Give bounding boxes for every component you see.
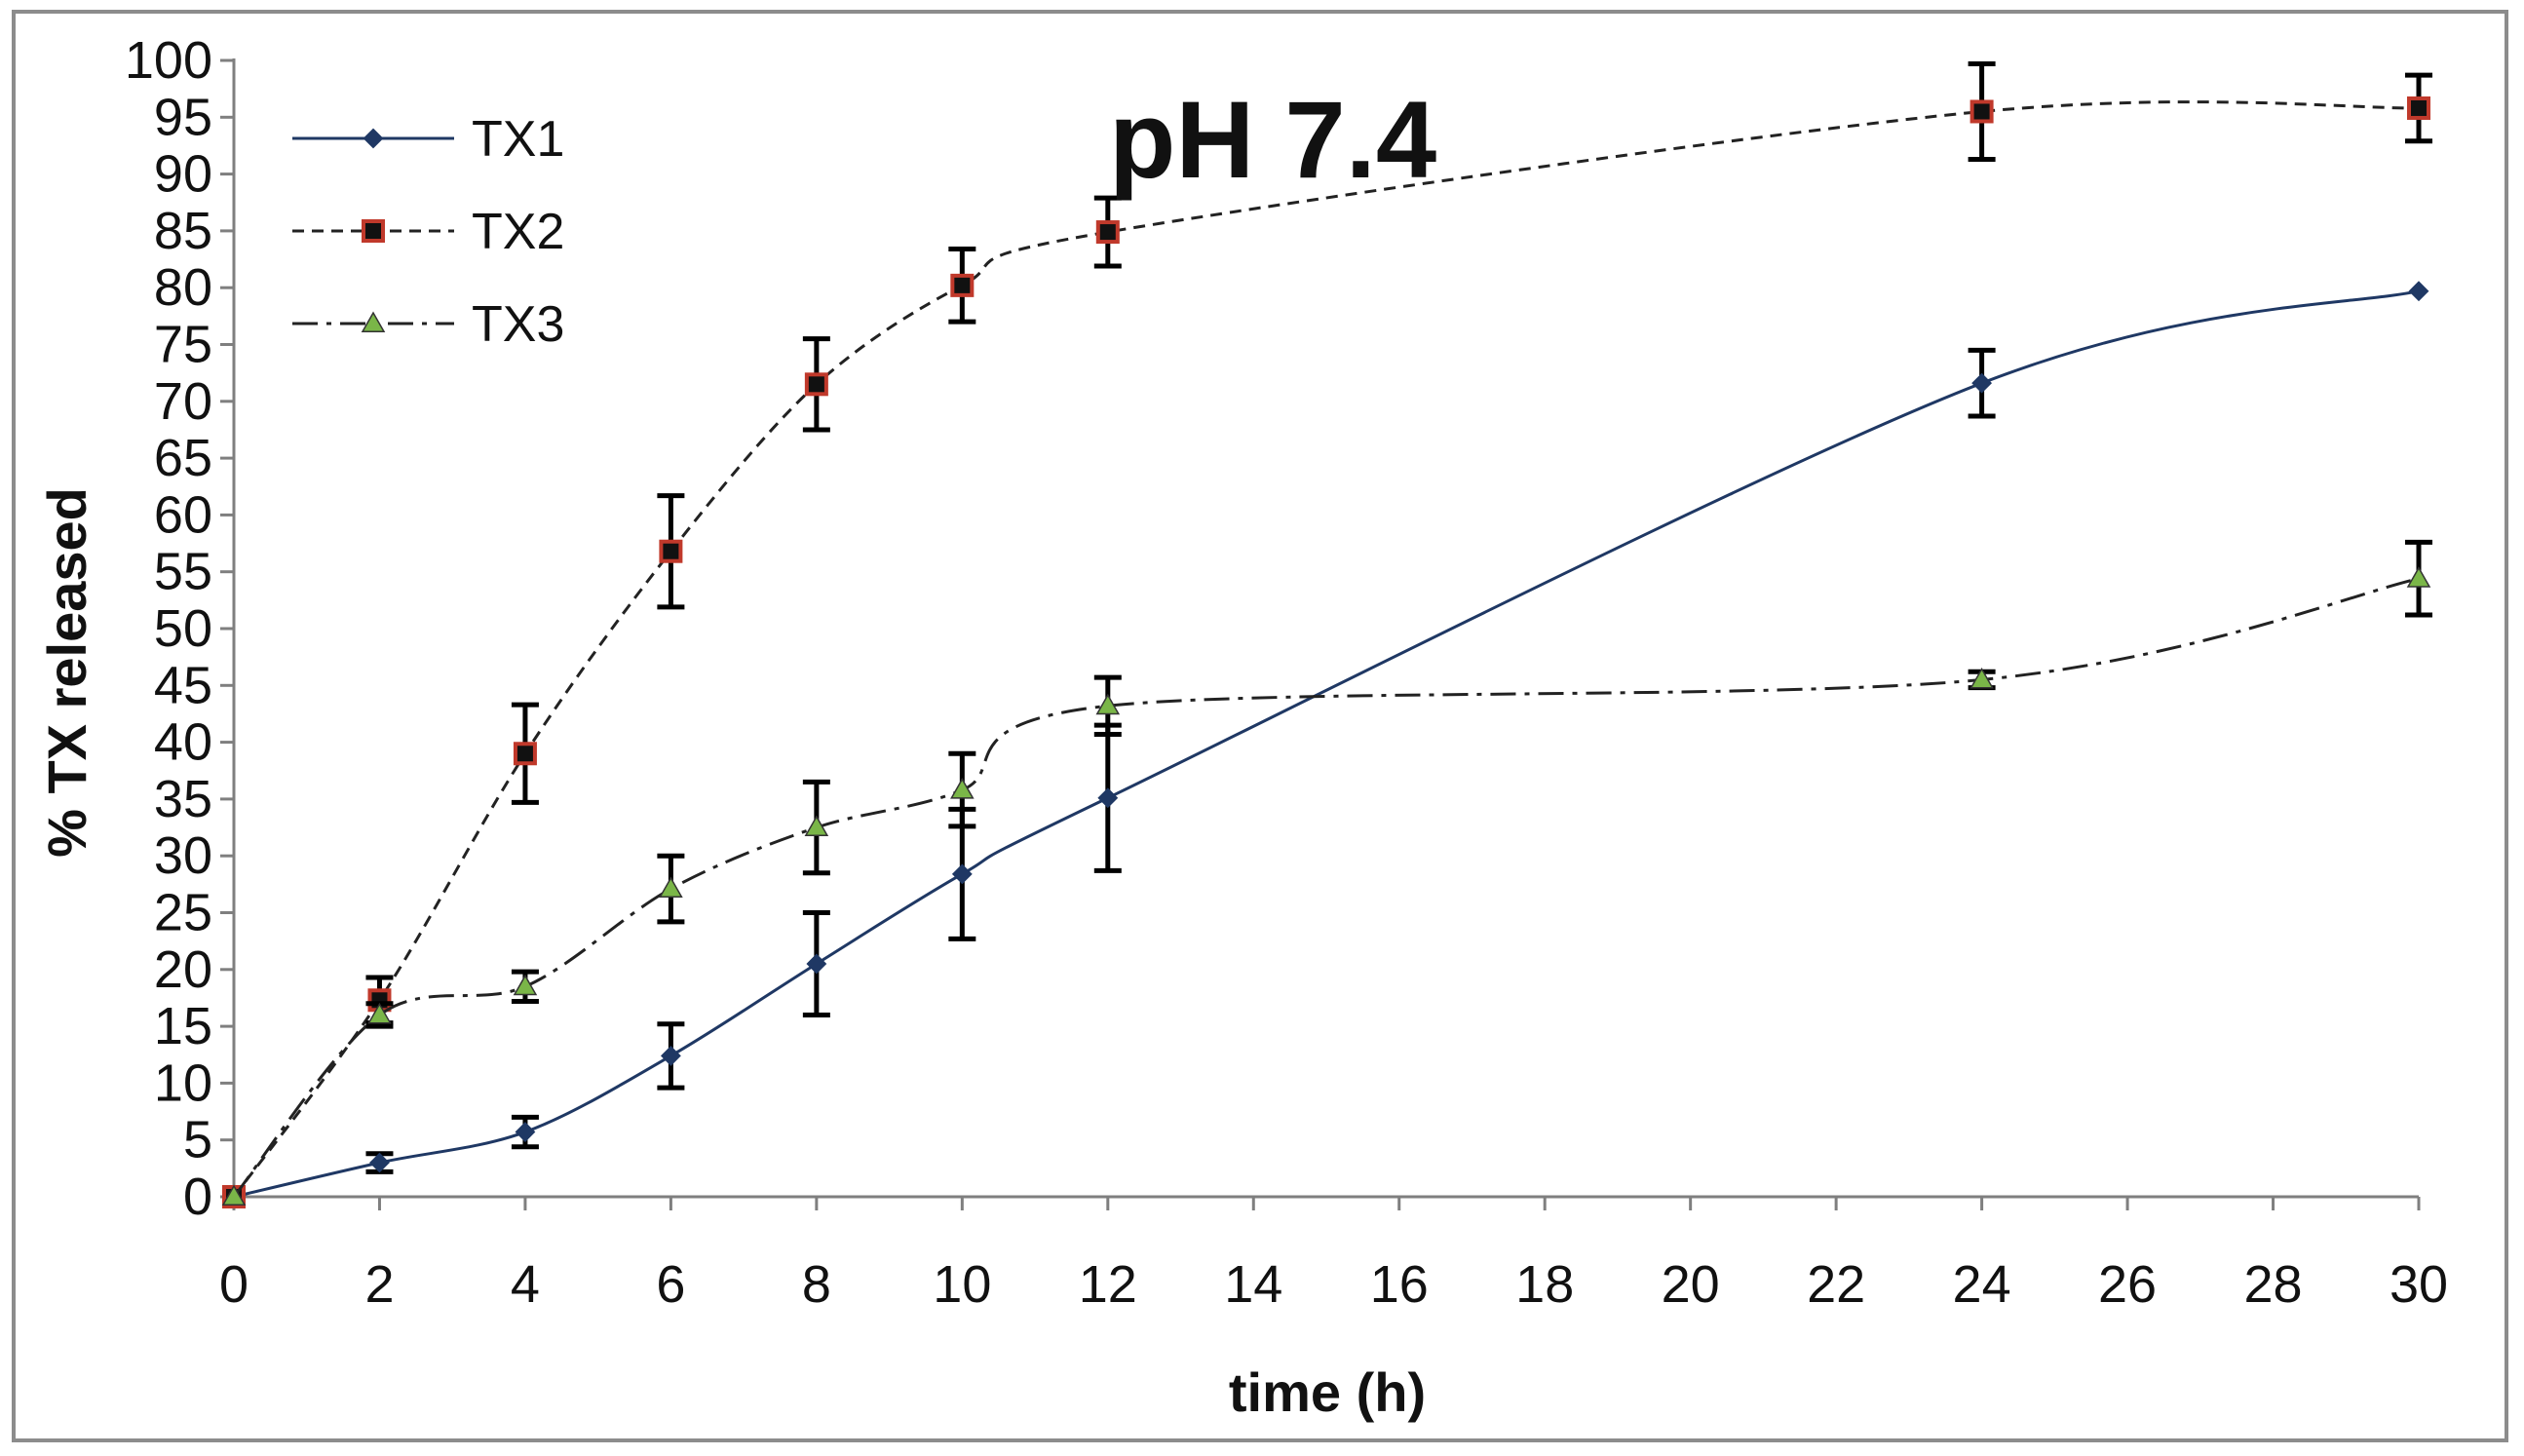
data-point-tx1-8 xyxy=(806,953,827,975)
data-point-tx3-0 xyxy=(221,1184,247,1206)
x-tick-label-24: 24 xyxy=(1953,1255,2011,1314)
series-line-tx3 xyxy=(232,577,2420,1198)
x-axis-title: time (h) xyxy=(1229,1361,1426,1423)
data-point-tx1-6 xyxy=(660,1046,681,1066)
chart-title: pH 7.4 xyxy=(1109,79,1436,201)
chart-frame xyxy=(12,10,2508,1442)
y-tick-label-0: 0 xyxy=(183,1168,212,1226)
y-tick-label-15: 15 xyxy=(154,997,212,1055)
x-tick-label-28: 28 xyxy=(2243,1255,2302,1314)
data-point-tx3-12 xyxy=(1095,693,1121,715)
x-tick-label-14: 14 xyxy=(1224,1255,1282,1314)
x-tick-label-18: 18 xyxy=(1515,1255,1574,1314)
y-tick-label-45: 45 xyxy=(154,656,212,714)
data-point-tx1-12 xyxy=(1097,787,1119,809)
x-tick-label-8: 8 xyxy=(802,1255,831,1314)
data-point-tx2-10 xyxy=(950,273,975,297)
x-tick-label-6: 6 xyxy=(656,1255,685,1314)
y-tick-label-50: 50 xyxy=(154,599,212,658)
series-line-tx2 xyxy=(232,100,2420,1198)
y-tick-label-30: 30 xyxy=(154,826,212,885)
data-point-tx2-8 xyxy=(804,372,828,397)
series-tx2 xyxy=(222,60,2432,1208)
data-point-tx1-4 xyxy=(515,1122,536,1142)
data-point-tx3-2 xyxy=(367,1002,392,1024)
y-tick-label-65: 65 xyxy=(154,429,212,487)
data-point-tx2-6 xyxy=(659,539,683,563)
legend: TX1 TX2 TX3 xyxy=(292,111,564,353)
y-tick-label-5: 5 xyxy=(183,1111,212,1169)
x-tick-label-10: 10 xyxy=(933,1255,991,1314)
y-tick-label-25: 25 xyxy=(154,884,212,942)
data-point-tx1-24 xyxy=(1971,372,1993,394)
axes: 0510152025303540455055606570758085909510… xyxy=(125,31,2448,1314)
data-point-tx3-8 xyxy=(804,815,829,837)
x-tick-label-12: 12 xyxy=(1079,1255,1137,1314)
data-point-tx2-4 xyxy=(513,742,537,766)
y-tick-label-90: 90 xyxy=(154,145,212,204)
y-tick-label-100: 100 xyxy=(125,31,212,90)
legend-label-tx1: TX1 xyxy=(472,111,564,168)
series-tx1 xyxy=(223,281,2429,1207)
x-tick-label-22: 22 xyxy=(1807,1255,1865,1314)
y-tick-label-70: 70 xyxy=(154,372,212,431)
y-tick-label-55: 55 xyxy=(154,543,212,601)
x-tick-label-30: 30 xyxy=(2390,1255,2448,1314)
y-tick-label-85: 85 xyxy=(154,202,212,260)
y-tick-label-10: 10 xyxy=(154,1054,212,1112)
data-point-tx2-24 xyxy=(1969,99,1994,124)
legend-marker-tx2 xyxy=(362,219,385,243)
x-tick-label-26: 26 xyxy=(2098,1255,2157,1314)
y-tick-label-60: 60 xyxy=(154,485,212,544)
legend-marker-tx3 xyxy=(361,311,386,332)
data-point-tx2-30 xyxy=(2407,96,2430,120)
data-point-tx3-24 xyxy=(1969,667,1994,689)
y-tick-label-20: 20 xyxy=(154,940,212,999)
x-tick-label-20: 20 xyxy=(1662,1255,1720,1314)
y-tick-label-95: 95 xyxy=(154,88,212,146)
data-point-tx1-2 xyxy=(369,1152,390,1173)
x-tick-label-4: 4 xyxy=(511,1255,540,1314)
x-tick-label-2: 2 xyxy=(364,1255,394,1314)
series-layer xyxy=(221,60,2432,1208)
y-tick-label-80: 80 xyxy=(154,258,212,317)
y-axis-title: % TX released xyxy=(36,487,97,858)
legend-label-tx2: TX2 xyxy=(472,204,564,260)
series-tx3 xyxy=(221,539,2432,1206)
data-point-tx2-12 xyxy=(1095,220,1120,245)
y-tick-label-40: 40 xyxy=(154,713,212,772)
data-point-tx3-30 xyxy=(2406,566,2431,588)
y-tick-label-75: 75 xyxy=(154,316,212,374)
x-tick-label-16: 16 xyxy=(1370,1255,1429,1314)
y-tick-label-35: 35 xyxy=(154,770,212,828)
data-point-tx1-10 xyxy=(951,863,973,885)
data-point-tx3-4 xyxy=(513,974,538,996)
data-point-tx3-6 xyxy=(659,876,683,899)
x-tick-label-0: 0 xyxy=(219,1255,249,1314)
data-point-tx3-10 xyxy=(950,778,975,799)
series-line-tx1 xyxy=(233,289,2420,1199)
legend-label-tx3: TX3 xyxy=(472,296,564,353)
legend-marker-tx1 xyxy=(363,128,384,149)
data-point-tx1-30 xyxy=(2408,281,2429,302)
